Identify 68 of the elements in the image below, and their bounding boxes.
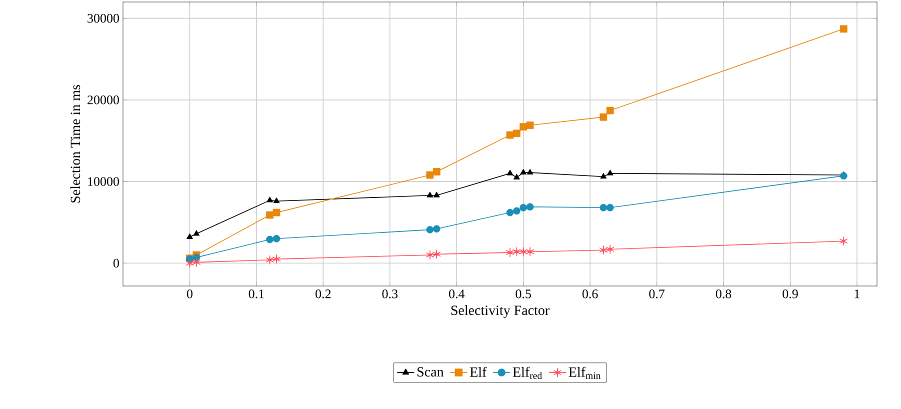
x-tick-label: 0.6	[582, 290, 598, 298]
point	[840, 236, 848, 246]
point	[513, 130, 520, 138]
x-axis-title: Selectivity Factor	[451, 305, 550, 318]
x-tick-label: 0.1	[248, 290, 264, 298]
y-tick-label: 10000	[88, 177, 119, 186]
point	[432, 249, 441, 259]
point	[506, 208, 514, 216]
point	[433, 192, 440, 198]
point	[513, 174, 520, 180]
point	[506, 248, 514, 258]
point	[526, 122, 534, 129]
point	[606, 106, 614, 114]
point	[519, 246, 528, 256]
point	[600, 172, 607, 179]
x-tick-label: 0.4	[449, 290, 465, 298]
point	[520, 123, 528, 131]
point	[426, 171, 434, 179]
point	[272, 254, 281, 264]
point	[426, 250, 434, 260]
x-tick-label: 1	[854, 290, 860, 298]
point	[272, 208, 280, 216]
x-tick-label: 0.7	[649, 290, 665, 298]
x-tick-label: 0.8	[716, 290, 732, 298]
point	[266, 255, 274, 265]
point	[426, 192, 434, 198]
point	[606, 244, 614, 254]
point	[272, 234, 280, 242]
point	[432, 168, 440, 176]
point	[266, 196, 274, 202]
y-tick-label: 0	[113, 258, 119, 268]
point	[186, 258, 194, 268]
point	[513, 207, 520, 215]
point	[432, 225, 440, 233]
point	[599, 245, 608, 255]
point	[840, 25, 848, 33]
point	[526, 246, 534, 256]
point	[273, 197, 280, 204]
x-tick-label: 0.5	[516, 290, 531, 298]
point	[426, 226, 434, 234]
y-axis-title: Selection Time in ms	[70, 85, 80, 202]
point	[506, 170, 514, 176]
y-tick-label: 20000	[88, 96, 119, 104]
point	[600, 204, 608, 212]
point	[186, 233, 193, 239]
point	[600, 113, 608, 121]
point	[506, 131, 514, 139]
y-tick-label: 30000	[88, 14, 119, 23]
point	[606, 170, 614, 176]
point	[520, 204, 528, 212]
legend-label: Elf$_{red}$	[512, 366, 542, 379]
x-tick-label: 0	[186, 290, 192, 298]
point	[512, 246, 521, 256]
x-tick-label: 0.2	[316, 290, 331, 298]
point	[840, 172, 848, 180]
point	[526, 203, 534, 211]
point	[606, 204, 614, 212]
point	[192, 258, 201, 268]
legend-label: Elf	[470, 366, 487, 377]
point	[266, 211, 274, 219]
legend-label: Elf$_{min}$	[568, 366, 601, 379]
x-tick-label: 0.3	[382, 290, 398, 298]
point	[193, 230, 200, 236]
point	[526, 168, 534, 175]
point	[266, 236, 274, 244]
point	[520, 168, 527, 175]
x-tick-label: 0.9	[782, 290, 798, 298]
legend-label: Scan	[418, 367, 444, 377]
